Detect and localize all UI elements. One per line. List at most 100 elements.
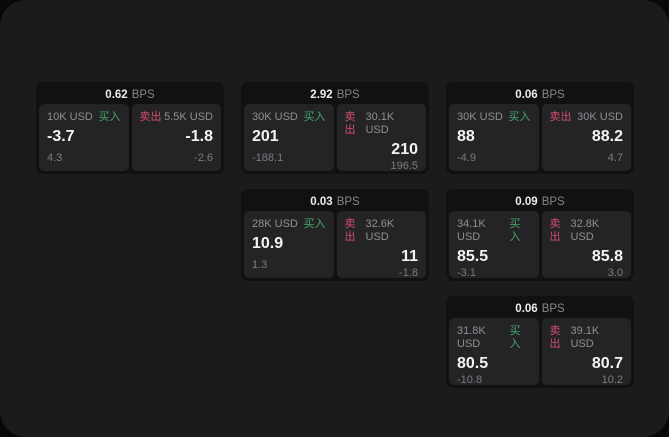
card-body: 28K USD 买入 10.9 1.3 卖出 32.6K USD 11 -1.8 — [244, 211, 426, 279]
card-body: 30K USD 买入 201 -188.1 卖出 30.1K USD 210 1… — [244, 104, 426, 172]
buy-delta: -188.1 — [252, 152, 284, 164]
card-header: 2.92 BPS — [244, 85, 426, 104]
sell-tile[interactable]: 卖出 32.6K USD 11 -1.8 — [336, 211, 426, 279]
sell-amount: 32.6K USD — [365, 218, 395, 243]
buy-price: -3.7 — [47, 128, 75, 145]
buy-tile[interactable]: 30K USD 买入 88 -4.9 — [449, 104, 539, 171]
buy-delta: -4.9 — [457, 152, 476, 164]
bps-unit-label: BPS — [131, 88, 155, 101]
sell-badge: 卖出 — [549, 218, 561, 243]
sell-amount: 39.1K USD — [570, 325, 600, 350]
sell-price: 80.7 — [591, 355, 623, 372]
bps-unit-label: BPS — [541, 302, 565, 315]
bps-value: 0.03 — [310, 195, 333, 208]
buy-tile[interactable]: 10K USD 买入 -3.7 4.3 — [39, 104, 129, 171]
buy-tile-header: 34.1K USD 买入 — [457, 218, 531, 244]
sell-tile[interactable]: 卖出 30.1K USD 210 196.5 — [336, 104, 426, 172]
buy-price: 88 — [457, 128, 475, 145]
sell-badge: 卖出 — [139, 111, 162, 123]
card-header: 0.62 BPS — [39, 85, 221, 104]
buy-price: 10.9 — [252, 235, 284, 252]
bps-value: 0.06 — [515, 88, 538, 101]
sell-delta: 196.5 — [390, 160, 418, 172]
sell-price: -1.8 — [185, 128, 213, 145]
sell-tile-header: 卖出 39.1K USD — [550, 325, 624, 351]
buy-tile[interactable]: 28K USD 买入 10.9 1.3 — [244, 211, 334, 278]
buy-badge: 买入 — [508, 111, 531, 123]
card-body: 10K USD 买入 -3.7 4.3 卖出 5.5K USD -1.8 -2.… — [39, 104, 221, 171]
sell-price: 85.8 — [591, 248, 623, 265]
buy-tile[interactable]: 31.8K USD 买入 80.5 -10.8 — [449, 318, 539, 386]
buy-badge: 买入 — [98, 111, 121, 123]
sell-tile-header: 卖出 5.5K USD — [140, 111, 214, 124]
quote-card: 0.06 BPS 30K USD 买入 88 -4.9 卖出 30K USD 8… — [446, 82, 634, 174]
sell-tile[interactable]: 卖出 32.8K USD 85.8 3.0 — [541, 211, 631, 279]
card-header: 0.06 BPS — [449, 299, 631, 318]
card-header: 0.09 BPS — [449, 192, 631, 211]
buy-price: 85.5 — [457, 248, 489, 265]
sell-amount: 5.5K USD — [164, 111, 213, 123]
bps-unit-label: BPS — [336, 88, 360, 101]
sell-tile-header: 卖出 32.8K USD — [550, 218, 624, 244]
buy-delta: -10.8 — [457, 374, 483, 386]
sell-delta: 4.7 — [607, 152, 623, 164]
sell-delta: -1.8 — [399, 267, 418, 279]
sell-badge: 卖出 — [549, 325, 561, 350]
buy-tile-header: 31.8K USD 买入 — [457, 325, 531, 351]
sell-tile[interactable]: 卖出 39.1K USD 80.7 10.2 — [541, 318, 631, 386]
buy-price: 80.5 — [457, 355, 489, 372]
sell-price: 210 — [391, 141, 418, 158]
sell-delta: -2.6 — [194, 152, 213, 164]
bps-value: 2.92 — [310, 88, 333, 101]
sell-amount: 32.8K USD — [570, 218, 600, 243]
sell-badge: 卖出 — [344, 218, 356, 243]
sell-tile[interactable]: 卖出 30K USD 88.2 4.7 — [541, 104, 631, 171]
bps-unit-label: BPS — [336, 195, 360, 208]
sell-delta: 10.2 — [601, 374, 623, 386]
bps-unit-label: BPS — [541, 88, 565, 101]
bps-value: 0.06 — [515, 302, 538, 315]
sell-delta: 3.0 — [607, 267, 623, 279]
buy-badge: 买入 — [509, 218, 521, 243]
card-body: 31.8K USD 买入 80.5 -10.8 卖出 39.1K USD 80.… — [449, 318, 631, 386]
buy-tile-header: 30K USD 买入 — [252, 111, 326, 124]
buy-badge: 买入 — [509, 325, 521, 350]
sell-amount: 30.1K USD — [365, 111, 395, 136]
buy-amount: 31.8K USD — [457, 325, 486, 350]
buy-amount: 10K USD — [47, 111, 93, 123]
sell-badge: 卖出 — [549, 111, 572, 123]
buy-amount: 30K USD — [457, 111, 503, 123]
sell-tile-header: 卖出 32.6K USD — [345, 218, 419, 244]
sell-price: 11 — [401, 248, 418, 265]
buy-tile[interactable]: 34.1K USD 买入 85.5 -3.1 — [449, 211, 539, 279]
sell-tile[interactable]: 卖出 5.5K USD -1.8 -2.6 — [131, 104, 221, 171]
card-body: 34.1K USD 买入 85.5 -3.1 卖出 32.8K USD 85.8… — [449, 211, 631, 279]
quote-card: 0.06 BPS 31.8K USD 买入 80.5 -10.8 卖出 39.1… — [446, 296, 634, 388]
quote-card: 0.09 BPS 34.1K USD 买入 85.5 -3.1 卖出 32.8K… — [446, 189, 634, 281]
quote-card: 0.03 BPS 28K USD 买入 10.9 1.3 卖出 32.6K US… — [241, 189, 429, 281]
sell-price: 88.2 — [591, 128, 623, 145]
sell-tile-header: 卖出 30.1K USD — [345, 111, 419, 137]
sell-tile-header: 卖出 30K USD — [550, 111, 624, 124]
buy-amount: 28K USD — [252, 218, 298, 230]
buy-delta: -3.1 — [457, 267, 476, 279]
buy-delta: 1.3 — [252, 259, 268, 271]
buy-amount: 34.1K USD — [457, 218, 486, 243]
bps-unit-label: BPS — [541, 195, 565, 208]
bps-value: 0.09 — [515, 195, 538, 208]
card-header: 0.06 BPS — [449, 85, 631, 104]
buy-tile[interactable]: 30K USD 买入 201 -188.1 — [244, 104, 334, 171]
sell-amount: 30K USD — [577, 111, 623, 123]
buy-delta: 4.3 — [47, 152, 63, 164]
quote-card: 2.92 BPS 30K USD 买入 201 -188.1 卖出 30.1K … — [241, 82, 429, 174]
buy-tile-header: 10K USD 买入 — [47, 111, 121, 124]
quote-card: 0.62 BPS 10K USD 买入 -3.7 4.3 卖出 5.5K USD… — [36, 82, 224, 174]
buy-badge: 买入 — [303, 111, 326, 123]
buy-amount: 30K USD — [252, 111, 298, 123]
buy-tile-header: 28K USD 买入 — [252, 218, 326, 231]
buy-tile-header: 30K USD 买入 — [457, 111, 531, 124]
card-header: 0.03 BPS — [244, 192, 426, 211]
buy-badge: 买入 — [303, 218, 326, 230]
